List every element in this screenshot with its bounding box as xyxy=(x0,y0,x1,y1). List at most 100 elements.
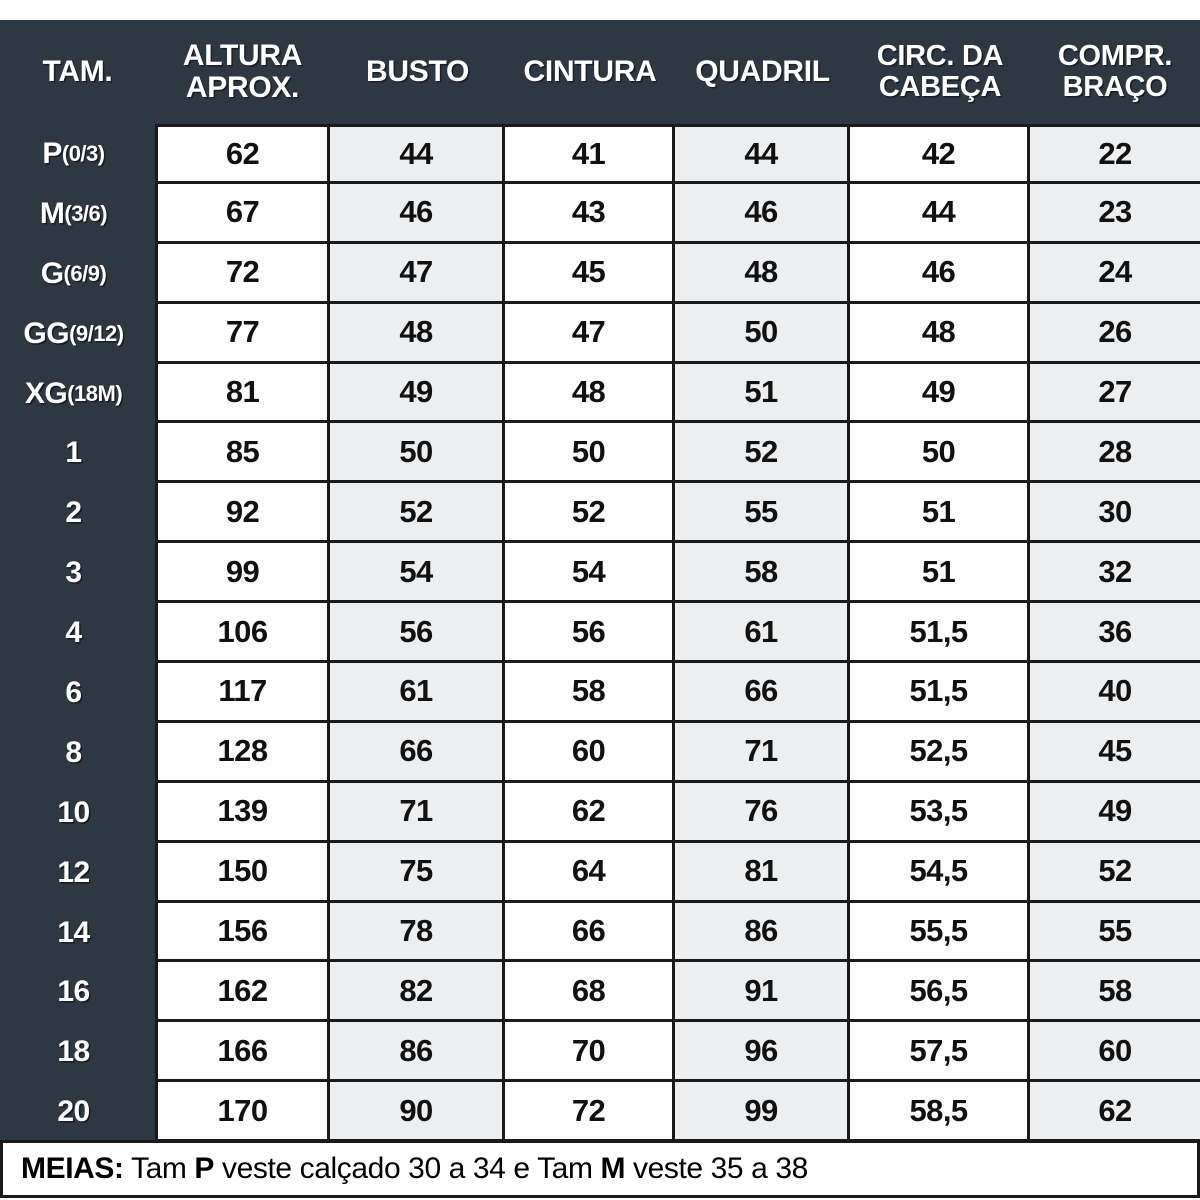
cell-compr-braco: 62 xyxy=(1030,1082,1200,1143)
cell-altura: 128 xyxy=(155,722,330,783)
table-row: 18 166 86 70 96 57,5 60 xyxy=(0,1022,1200,1083)
cell-cintura: 70 xyxy=(505,1022,675,1083)
cell-altura: 162 xyxy=(155,962,330,1023)
size-label-cell: 2 xyxy=(0,483,155,543)
cell-cintura: 72 xyxy=(505,1082,675,1143)
cell-quadril: 96 xyxy=(675,1022,850,1083)
size-label-main: 4 xyxy=(65,616,82,650)
size-label-cell: 20 xyxy=(0,1082,155,1142)
cell-compr-braco: 52 xyxy=(1030,842,1200,903)
cell-busto: 75 xyxy=(330,842,505,903)
cell-compr-braco: 45 xyxy=(1030,722,1200,783)
cell-altura: 67 xyxy=(155,183,330,244)
cell-compr-braco: 49 xyxy=(1030,782,1200,843)
cell-cintura: 48 xyxy=(505,363,675,424)
table-row: 4 106 56 56 61 51,5 36 xyxy=(0,603,1200,664)
column-header-altura-line2: APROX. xyxy=(185,71,300,104)
size-label-main: 3 xyxy=(65,556,82,590)
cell-busto: 61 xyxy=(330,663,505,723)
cell-busto: 90 xyxy=(330,1082,505,1143)
cell-cintura: 60 xyxy=(505,722,675,783)
table-row: G (6/9) 72 47 45 48 46 24 xyxy=(0,243,1200,304)
size-label-main: GG xyxy=(23,316,70,350)
cell-altura: 166 xyxy=(155,1022,330,1083)
cell-circ-cabeca: 54,5 xyxy=(850,842,1030,903)
table-row: 10 139 71 62 76 53,5 49 xyxy=(0,782,1200,843)
table-row: 1 85 50 50 52 50 28 xyxy=(0,423,1200,484)
size-label-main: XG xyxy=(24,376,68,410)
footer-note-text: MEIAS: Tam P veste calçado 30 a 34 e Tam… xyxy=(21,1152,808,1186)
cell-quadril: 66 xyxy=(675,663,850,723)
cell-compr-braco: 26 xyxy=(1030,303,1200,364)
footer-note: MEIAS: Tam P veste calçado 30 a 34 e Tam… xyxy=(0,1140,1200,1198)
size-label-main: 6 xyxy=(65,675,82,709)
size-label-cell: 12 xyxy=(0,843,155,903)
size-label-main: 20 xyxy=(57,1095,90,1129)
cell-quadril: 44 xyxy=(675,124,850,184)
footer-text-1: Tam xyxy=(123,1152,195,1185)
cell-busto: 66 xyxy=(330,722,505,783)
cell-quadril: 91 xyxy=(675,962,850,1023)
cell-compr-braco: 30 xyxy=(1030,483,1200,544)
cell-quadril: 48 xyxy=(675,243,850,304)
size-label-cell: XG (18M) xyxy=(0,364,155,424)
size-label-cell: 3 xyxy=(0,543,155,603)
cell-compr-braco: 22 xyxy=(1030,124,1200,184)
cell-quadril: 86 xyxy=(675,902,850,963)
cell-altura: 92 xyxy=(155,483,330,544)
column-header-cabeca-line2: CABEÇA xyxy=(878,71,1002,103)
footer-text-2: veste calçado 30 a 34 e Tam xyxy=(214,1152,601,1185)
cell-circ-cabeca: 51,5 xyxy=(850,663,1030,723)
cell-busto: 56 xyxy=(330,603,505,664)
size-label-main: 10 xyxy=(57,795,90,829)
cell-altura: 81 xyxy=(155,363,330,424)
cell-altura: 170 xyxy=(155,1082,330,1143)
cell-quadril: 99 xyxy=(675,1082,850,1143)
cell-cintura: 47 xyxy=(505,303,675,364)
chart-panel: TAM. ALTURA APROX. BUSTO CINTURA QUADRIL… xyxy=(0,20,1200,1143)
cell-quadril: 52 xyxy=(675,423,850,484)
cell-cintura: 66 xyxy=(505,902,675,963)
cell-circ-cabeca: 44 xyxy=(850,183,1030,244)
size-label-main: 16 xyxy=(57,975,90,1009)
cell-busto: 71 xyxy=(330,782,505,843)
table-row: 8 128 66 60 71 52,5 45 xyxy=(0,722,1200,783)
table-row: XG (18M) 81 49 48 51 49 27 xyxy=(0,363,1200,424)
cell-circ-cabeca: 51 xyxy=(850,543,1030,604)
cell-busto: 46 xyxy=(330,183,505,244)
column-header-cintura-line1: CINTURA xyxy=(523,55,657,89)
cell-altura: 62 xyxy=(155,124,330,184)
cell-circ-cabeca: 51 xyxy=(850,483,1030,544)
cell-cintura: 56 xyxy=(505,603,675,664)
size-label-cell: 14 xyxy=(0,903,155,963)
size-label-sub: (18M) xyxy=(67,380,123,406)
size-label-cell: 4 xyxy=(0,603,155,663)
size-label-cell: GG (9/12) xyxy=(0,304,155,364)
column-header-cabeca-line1: CIRC. DA xyxy=(876,40,1004,73)
cell-altura: 72 xyxy=(155,243,330,304)
cell-circ-cabeca: 48 xyxy=(850,303,1030,364)
size-label-cell: 16 xyxy=(0,962,155,1022)
cell-cintura: 52 xyxy=(505,483,675,544)
cell-altura: 150 xyxy=(155,842,330,903)
column-header-tam-line1: TAM. xyxy=(42,55,113,89)
cell-altura: 77 xyxy=(155,303,330,364)
table-row: GG (9/12) 77 48 47 50 48 26 xyxy=(0,303,1200,364)
size-label-cell: G (6/9) xyxy=(0,244,155,304)
table-row: M (3/6) 67 46 43 46 44 23 xyxy=(0,183,1200,244)
column-header-quadril-line1: QUADRIL xyxy=(695,55,830,89)
cell-busto: 54 xyxy=(330,543,505,604)
cell-quadril: 55 xyxy=(675,483,850,544)
cell-cintura: 54 xyxy=(505,543,675,604)
column-header-quadril: QUADRIL xyxy=(675,56,850,88)
cell-altura: 139 xyxy=(155,782,330,843)
column-header-busto: BUSTO xyxy=(330,56,505,88)
table-row: 3 99 54 54 58 51 32 xyxy=(0,543,1200,604)
cell-quadril: 46 xyxy=(675,183,850,244)
size-label-cell: M (3/6) xyxy=(0,184,155,244)
footer-bold-p: P xyxy=(194,1152,215,1185)
cell-compr-braco: 60 xyxy=(1030,1022,1200,1083)
cell-cintura: 45 xyxy=(505,243,675,304)
cell-circ-cabeca: 52,5 xyxy=(850,722,1030,783)
cell-altura: 106 xyxy=(155,603,330,664)
